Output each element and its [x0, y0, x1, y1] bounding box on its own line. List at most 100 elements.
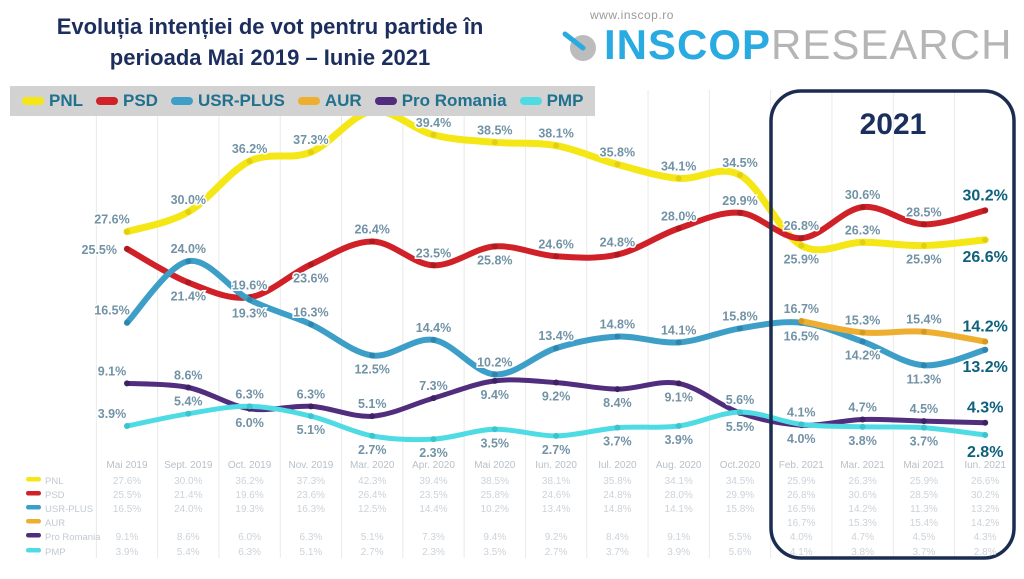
data-label: 36.2% [232, 142, 267, 156]
data-label: 37.3% [293, 133, 328, 147]
data-label: 11.3% [907, 372, 942, 386]
data-label: 5.1% [358, 397, 387, 411]
table-cell: 27.6% [113, 476, 141, 487]
table-cell: 5.6% [729, 547, 752, 558]
legend-item-AUR: AUR [297, 91, 362, 111]
x-axis-label: Mai 2019 [106, 460, 148, 471]
data-point-PMP [553, 432, 560, 439]
table-row-marker-PSD [26, 491, 41, 496]
table-cell: 34.1% [665, 476, 693, 487]
data-point-PNL [185, 209, 192, 215]
data-label: 3.9% [98, 407, 127, 421]
data-label: 35.8% [600, 145, 635, 159]
table-cell: 5.1% [300, 547, 323, 558]
table-cell: 3.7% [913, 547, 936, 558]
data-label: 38.1% [538, 127, 573, 141]
data-label: 26.8% [784, 219, 819, 233]
table-cell: 25.9% [910, 476, 938, 487]
table-cell: 2.7% [361, 547, 384, 558]
table-cell: 2.3% [422, 547, 445, 558]
data-label: 2.7% [358, 443, 387, 457]
data-point-PSD [185, 279, 192, 286]
data-label: 9.1% [664, 390, 693, 404]
table-row-marker-Pro Romania [26, 533, 41, 538]
legend-item-PMP: PMP [519, 91, 583, 111]
data-point-Pro Romania [430, 395, 437, 402]
data-point-PNL [307, 149, 314, 156]
data-label: 24.8% [600, 236, 635, 250]
end-value-label-PMP: 2.8% [967, 444, 1003, 461]
data-point-PNL [798, 242, 805, 249]
data-label: 19.6% [232, 278, 267, 292]
data-label: 7.3% [419, 379, 448, 393]
table-cell: 21.4% [174, 490, 202, 501]
x-axis-label: Iul. 2020 [598, 460, 637, 471]
table-cell: 2.7% [545, 547, 568, 558]
data-point-PSD [553, 253, 560, 260]
data-point-Pro Romania [982, 419, 989, 426]
table-cell: 5.5% [729, 532, 752, 543]
table-cell: 16.3% [297, 504, 325, 515]
x-axis-label: Mai 2021 [903, 460, 945, 471]
table-cell: 10.2% [481, 504, 509, 515]
table-cell: 42.3% [358, 476, 386, 487]
data-point-USR-PLUS [369, 352, 376, 359]
table-cell: 38.5% [481, 476, 509, 487]
table-cell: 28.5% [910, 490, 938, 501]
data-point-Pro Romania [124, 380, 130, 387]
data-label: 24.6% [538, 237, 573, 251]
data-point-USR-PLUS [675, 339, 682, 346]
data-point-PSD [430, 262, 437, 269]
data-label: 6.0% [235, 416, 264, 430]
data-label: 10.2% [477, 355, 512, 369]
end-value-label-PNL: 26.6% [963, 249, 1008, 266]
data-label: 8.4% [603, 396, 632, 410]
data-label: 4.5% [910, 402, 939, 416]
table-cell: 26.3% [848, 476, 876, 487]
data-point-PMP [614, 424, 621, 431]
data-point-PMP [246, 403, 253, 410]
data-point-USR-PLUS [430, 336, 437, 343]
legend-swatch [22, 97, 44, 105]
data-label: 14.1% [661, 323, 696, 337]
legend-label: PNL [49, 91, 83, 110]
data-point-PSD [307, 261, 314, 268]
data-label: 38.5% [477, 123, 512, 137]
data-point-PSD [491, 243, 498, 250]
table-row-label: Pro Romania [45, 532, 101, 543]
data-label: 15.3% [845, 314, 880, 328]
data-label: 9.2% [542, 390, 571, 404]
table-cell: 15.8% [726, 504, 754, 515]
data-point-USR-PLUS [246, 296, 253, 303]
data-label: 25.8% [477, 253, 512, 267]
table-cell: 25.5% [113, 490, 141, 501]
x-axis-label: Feb. 2021 [779, 460, 824, 471]
highlight-year-label: 2021 [860, 108, 927, 141]
data-label: 5.6% [726, 393, 755, 407]
table-cell: 4.0% [790, 532, 813, 543]
table-cell: 7.3% [422, 532, 445, 543]
table-cell: 13.4% [542, 504, 570, 515]
logo-url: www.inscop.ro [590, 8, 674, 22]
table-cell: 30.0% [174, 476, 202, 487]
data-point-PMP [798, 421, 805, 428]
data-label: 3.5% [481, 436, 510, 450]
logo-brand-primary: INSCOP [604, 21, 772, 68]
data-point-USR-PLUS [614, 333, 621, 340]
data-point-PNL [859, 239, 866, 246]
data-label: 6.3% [235, 387, 264, 401]
table-row-marker-USR-PLUS [26, 505, 41, 510]
data-point-Pro Romania [491, 377, 498, 384]
data-point-PNL [614, 161, 621, 168]
table-cell: 39.4% [419, 476, 447, 487]
data-point-PSD [614, 251, 621, 258]
data-point-PSD [920, 221, 927, 228]
legend-item-USR-PLUS: USR-PLUS [170, 91, 285, 111]
table-cell: 14.4% [419, 504, 447, 515]
table-cell: 3.5% [483, 547, 506, 558]
table-cell: 8.6% [177, 532, 200, 543]
table-cell: 4.1% [790, 547, 813, 558]
data-label: 3.9% [664, 433, 693, 447]
